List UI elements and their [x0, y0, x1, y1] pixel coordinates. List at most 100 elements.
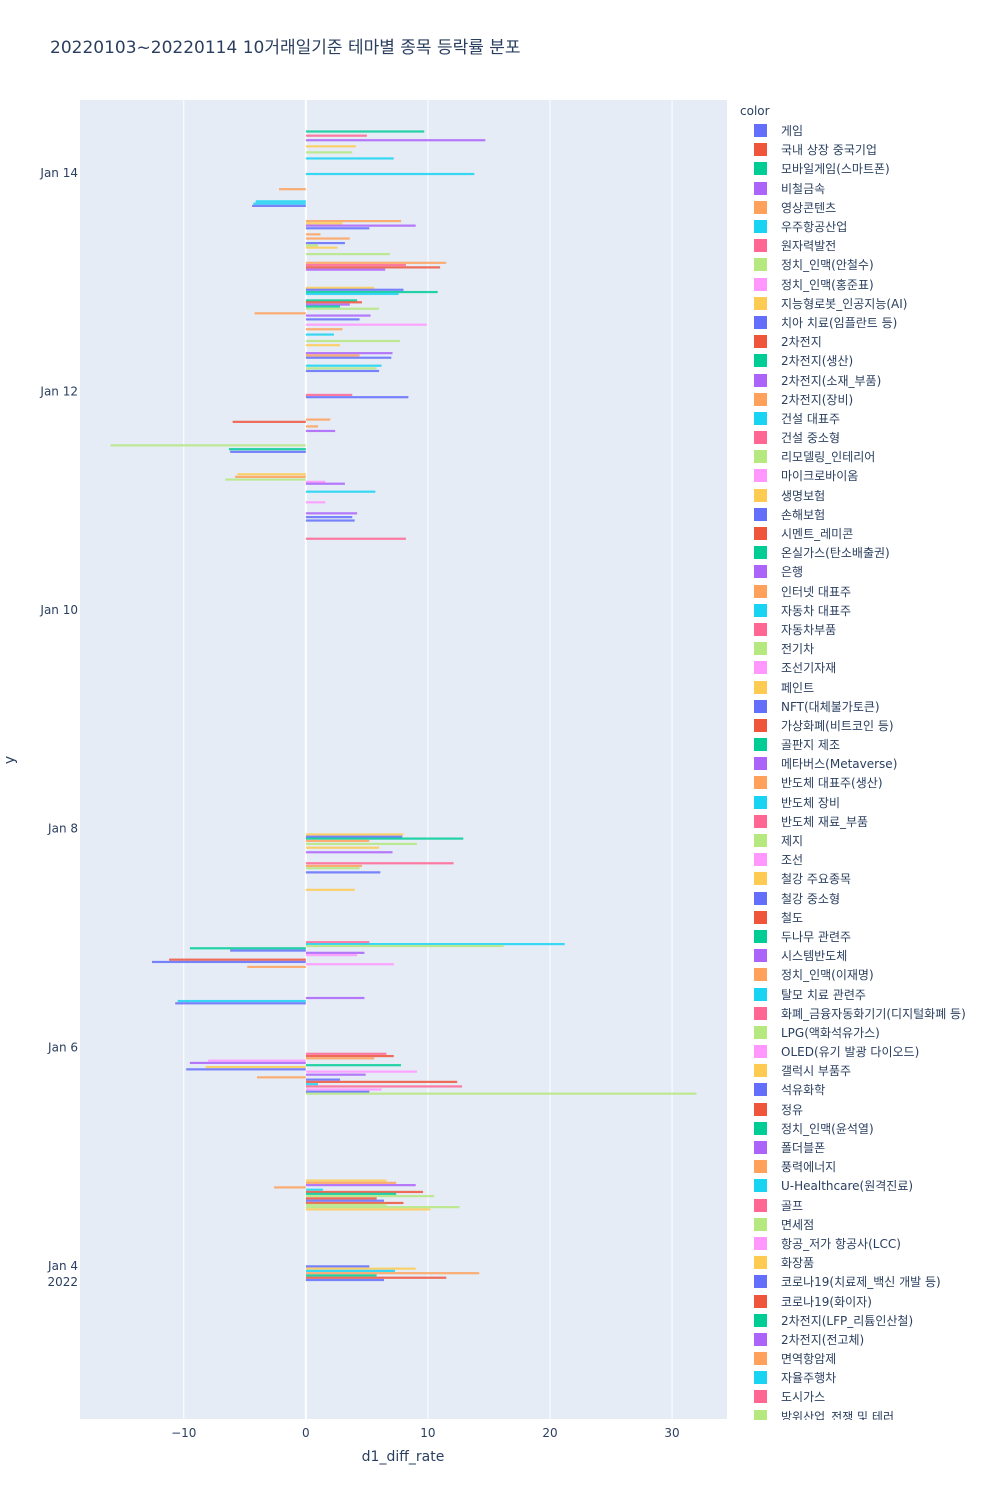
bar[interactable] — [305, 888, 355, 891]
bar[interactable] — [305, 835, 403, 838]
legend-item[interactable]: 온실가스(탄소배출권) — [750, 543, 1000, 562]
legend-item[interactable]: 화폐_금융자동화기기(디지털화폐 등) — [750, 1004, 1000, 1023]
bar[interactable] — [305, 246, 338, 249]
legend-item[interactable]: 철도 — [750, 908, 1000, 927]
bar[interactable] — [305, 352, 393, 355]
legend-item[interactable]: 코로나19(화이자) — [750, 1291, 1000, 1310]
bar[interactable] — [305, 871, 381, 874]
bar[interactable] — [305, 842, 417, 846]
bar[interactable] — [305, 996, 365, 1000]
bar[interactable] — [232, 420, 306, 423]
bar[interactable] — [305, 303, 350, 306]
bar[interactable] — [305, 1197, 377, 1200]
legend-item[interactable]: 코로나19(치료제_백신 개발 등) — [750, 1272, 1000, 1291]
legend-item[interactable]: 면역항암제 — [750, 1349, 1000, 1368]
legend-item[interactable]: 항공_저가 항공사(LCC) — [750, 1234, 1000, 1253]
legend-item[interactable]: 골프 — [750, 1196, 1000, 1215]
bar[interactable] — [305, 219, 402, 223]
bar[interactable] — [305, 537, 406, 540]
bar[interactable] — [235, 475, 306, 478]
legend-item[interactable]: 두나무 관련주 — [750, 927, 1000, 946]
legend-item[interactable]: 리모델링_인테리어 — [750, 447, 1000, 466]
bar[interactable] — [177, 999, 306, 1003]
bar[interactable] — [305, 307, 380, 310]
bar[interactable] — [305, 134, 367, 137]
bar[interactable] — [305, 244, 319, 247]
legend-item[interactable]: 국내 상장 중국기업 — [750, 140, 1000, 159]
bar[interactable] — [305, 1276, 447, 1279]
legend-item[interactable]: 모바일게임(스마트폰) — [750, 159, 1000, 178]
bar[interactable] — [305, 323, 427, 326]
bar[interactable] — [305, 1190, 424, 1194]
bar[interactable] — [305, 367, 377, 370]
bar[interactable] — [305, 227, 370, 230]
legend-item[interactable]: 메타버스(Metaverse) — [750, 754, 1000, 773]
bar[interactable] — [305, 356, 392, 359]
bar[interactable] — [305, 364, 382, 367]
bar[interactable] — [305, 292, 399, 296]
bar[interactable] — [305, 1090, 370, 1093]
bar[interactable] — [305, 867, 360, 870]
bar[interactable] — [305, 1265, 370, 1268]
legend-item[interactable]: 조선기자재 — [750, 658, 1000, 677]
bar[interactable] — [305, 862, 454, 865]
bar[interactable] — [305, 839, 370, 842]
bar[interactable] — [305, 943, 565, 946]
bar[interactable] — [305, 264, 406, 267]
bar[interactable] — [274, 1186, 306, 1189]
bar[interactable] — [305, 344, 341, 347]
legend-item[interactable]: 비철금속 — [750, 179, 1000, 198]
legend-item[interactable]: 마이크로바이옴 — [750, 466, 1000, 485]
legend-item[interactable]: 2차전지(전고체) — [750, 1330, 1000, 1349]
bar[interactable] — [305, 318, 360, 321]
bar[interactable] — [305, 954, 358, 957]
legend-item[interactable]: LPG(액화석유가스) — [750, 1023, 1000, 1042]
bar[interactable] — [305, 482, 345, 485]
bar[interactable] — [230, 949, 306, 952]
bar[interactable] — [305, 425, 319, 428]
bar[interactable] — [305, 1195, 435, 1198]
legend-item[interactable]: 시스템반도체 — [750, 946, 1000, 965]
bar[interactable] — [228, 448, 306, 451]
bar[interactable] — [305, 837, 464, 840]
legend-item[interactable]: 2차전지(생산) — [750, 351, 1000, 370]
bar[interactable] — [305, 519, 355, 522]
bar[interactable] — [305, 286, 375, 289]
legend-item[interactable]: NFT(대체불가토큰) — [750, 697, 1000, 716]
bar[interactable] — [305, 1085, 463, 1088]
legend-item[interactable]: 석유화학 — [750, 1080, 1000, 1099]
legend-item[interactable]: 탈모 치료 관련주 — [750, 984, 1000, 1003]
bar[interactable] — [305, 418, 331, 421]
bar[interactable] — [305, 393, 353, 397]
legend-item[interactable]: 정유 — [750, 1100, 1000, 1119]
legend-item[interactable]: 방위산업_전쟁 및 테러 — [750, 1407, 1000, 1420]
bar[interactable] — [175, 1002, 306, 1005]
legend-item[interactable]: 화장품 — [750, 1253, 1000, 1272]
bar[interactable] — [305, 1088, 382, 1091]
bar[interactable] — [189, 1061, 306, 1065]
legend-item[interactable]: 자동차부품 — [750, 620, 1000, 639]
bar[interactable] — [305, 1278, 384, 1282]
legend-item[interactable]: 지능형로봇_인공지능(AI) — [750, 294, 1000, 313]
bar[interactable] — [305, 1083, 319, 1086]
bar[interactable] — [305, 1188, 323, 1191]
bar[interactable] — [237, 473, 306, 476]
bar[interactable] — [305, 1080, 458, 1083]
bar[interactable] — [305, 941, 370, 944]
bar[interactable] — [225, 478, 306, 481]
bar[interactable] — [305, 951, 365, 954]
bar[interactable] — [305, 1206, 460, 1209]
bar[interactable] — [230, 450, 306, 453]
bar[interactable] — [305, 145, 356, 148]
legend-item[interactable]: 2차전지(소재_부품) — [750, 370, 1000, 389]
legend-item[interactable]: 게임 — [750, 121, 1000, 140]
legend-item[interactable]: 시멘트_레미콘 — [750, 524, 1000, 543]
bar[interactable] — [305, 512, 358, 515]
bar[interactable] — [305, 305, 341, 308]
bar[interactable] — [305, 1184, 416, 1187]
bar[interactable] — [305, 1272, 480, 1275]
bar[interactable] — [305, 339, 400, 343]
bar[interactable] — [305, 290, 438, 294]
legend-item[interactable]: 전기차 — [750, 639, 1000, 658]
bar[interactable] — [169, 958, 306, 961]
